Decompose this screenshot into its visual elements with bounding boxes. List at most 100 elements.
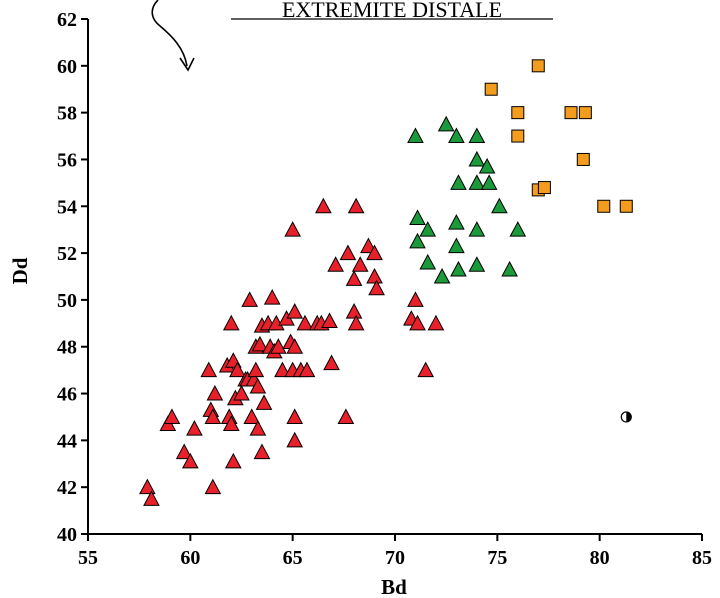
y-tick-label: 54 — [57, 196, 77, 218]
triangle-point — [468, 174, 486, 190]
triangle-point — [186, 420, 203, 436]
triangle-point — [233, 384, 250, 401]
x-axis-title: Bd — [381, 575, 407, 598]
triangle-point — [448, 127, 465, 144]
triangle-point — [243, 408, 261, 424]
square-point — [511, 129, 525, 143]
triangle-point — [409, 232, 426, 249]
triangle-point — [224, 452, 242, 469]
triangle-point — [263, 289, 281, 305]
tick-labels: 55 60 65 70 75 80 85 40 42 44 46 48 50 52 54 56 58 60 62 — [57, 9, 712, 569]
x-tick-label: 85 — [692, 547, 712, 569]
x-tick-label: 75 — [487, 547, 507, 569]
y-tick-label: 62 — [57, 9, 77, 31]
triangle-point — [450, 174, 467, 190]
triangle-point — [200, 361, 218, 378]
triangle-point — [270, 338, 287, 354]
triangle-point — [366, 267, 383, 284]
triangle-point — [298, 361, 316, 378]
triangle-point — [407, 291, 424, 307]
square-point — [619, 199, 633, 213]
triangle-point — [450, 260, 467, 277]
triangle-point — [296, 314, 314, 331]
triangle-point — [139, 478, 156, 495]
y-tick-label: 46 — [57, 384, 77, 406]
triangle-point — [419, 253, 437, 270]
square-point — [531, 59, 545, 73]
triangle-point — [206, 384, 224, 401]
triangle-point — [339, 244, 357, 261]
square-point — [597, 199, 611, 213]
triangle-point — [286, 408, 304, 424]
y-tick-label: 60 — [57, 56, 77, 78]
triangle-point — [315, 197, 332, 214]
triangle-point — [222, 314, 240, 331]
triangle-point — [480, 174, 498, 190]
y-tick-label: 48 — [57, 337, 77, 359]
triangle-point — [491, 197, 508, 214]
data-points — [139, 59, 633, 506]
x-tick-label: 70 — [385, 547, 405, 569]
triangle-point — [468, 221, 486, 237]
y-tick-label: 42 — [57, 477, 77, 499]
triangle-point — [249, 420, 267, 436]
triangle-point — [229, 361, 246, 378]
triangle-point — [468, 127, 486, 144]
half-circle-point — [620, 411, 632, 423]
triangle-point — [181, 452, 199, 469]
y-tick-label: 40 — [57, 524, 77, 546]
triangle-point — [274, 361, 291, 378]
triangle-point — [253, 443, 271, 460]
triangle-point — [347, 314, 365, 331]
triangle-point — [417, 361, 435, 378]
triangle-point — [409, 209, 426, 225]
triangle-point — [448, 214, 465, 230]
triangle-point — [284, 221, 302, 237]
triangle-point — [345, 303, 363, 319]
triangle-point — [222, 415, 240, 431]
triangle-point — [337, 408, 355, 424]
square-point — [578, 106, 592, 120]
triangle-point — [241, 291, 259, 307]
x-tick-label: 80 — [590, 547, 610, 569]
triangle-point — [407, 127, 424, 144]
square-point — [484, 82, 498, 96]
triangle-point — [427, 314, 445, 331]
triangle-point — [323, 354, 340, 371]
annotation-arrow — [151, 0, 195, 72]
triangle-point — [247, 361, 265, 378]
y-tick-label: 58 — [57, 103, 77, 125]
x-tick-label: 65 — [283, 547, 303, 569]
triangle-point — [255, 394, 273, 410]
x-tick-label: 55 — [78, 547, 98, 569]
triangle-point — [327, 256, 344, 272]
square-point — [511, 106, 525, 120]
triangle-point — [175, 443, 193, 460]
triangle-point — [478, 157, 496, 174]
y-tick-label: 52 — [57, 243, 77, 265]
y-axis-title: Dd — [8, 257, 32, 284]
triangle-point — [347, 197, 365, 214]
triangle-point — [163, 408, 181, 424]
triangle-point — [468, 256, 486, 272]
chart-title-group: EXTREMITE DISTALE — [231, 0, 553, 22]
triangle-point — [501, 260, 518, 277]
triangle-point — [509, 221, 527, 237]
y-tick-label: 44 — [57, 430, 77, 452]
triangle-point — [143, 490, 160, 506]
triangle-point — [286, 338, 304, 354]
triangle-point — [368, 279, 385, 296]
triangle-point — [468, 150, 486, 167]
triangle-point — [345, 270, 363, 286]
x-tick-label: 60 — [180, 547, 200, 569]
square-point — [576, 152, 590, 166]
triangle-point — [437, 115, 455, 132]
triangle-point — [286, 431, 304, 448]
triangle-point — [249, 377, 267, 394]
y-tick-label: 56 — [57, 149, 77, 171]
triangle-point — [419, 221, 437, 237]
triangle-point — [448, 237, 465, 254]
y-tick-label: 50 — [57, 290, 77, 312]
chart-title: EXTREMITE DISTALE — [282, 0, 502, 22]
triangle-point — [366, 244, 383, 261]
